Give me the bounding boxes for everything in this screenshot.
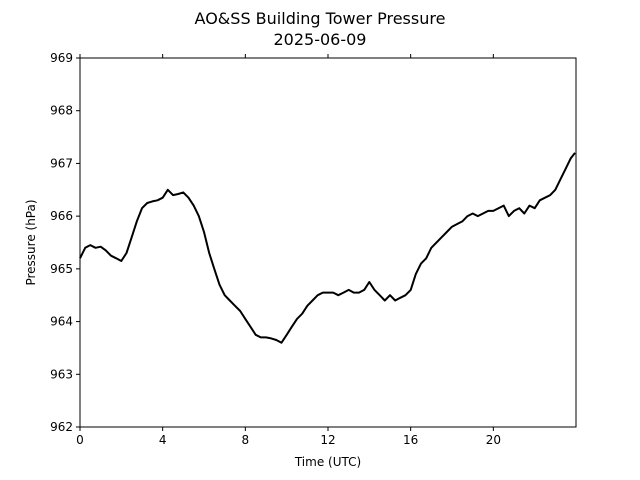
- plot-area-frame: [79, 57, 577, 428]
- pressure-series-line: [79, 152, 576, 344]
- x-tick-label: 12: [320, 433, 335, 447]
- chart-subtitle: 2025-06-09: [274, 30, 367, 49]
- x-tick-label: 8: [242, 433, 250, 447]
- y-tick-label: 962: [50, 420, 73, 434]
- x-tick-label: 4: [159, 433, 167, 447]
- chart-title: AO&SS Building Tower Pressure: [195, 9, 446, 28]
- x-axis-label: Time (UTC): [294, 455, 361, 469]
- y-axis-ticks: 962 963 964 965 966 967 968 969: [50, 51, 80, 434]
- y-tick-label: 963: [50, 367, 73, 381]
- y-tick-label: 964: [50, 315, 73, 329]
- x-tick-label: 20: [486, 433, 501, 447]
- y-tick-label: 968: [50, 104, 73, 118]
- x-axis-ticks: 0 4 8 12 16 20: [76, 54, 501, 447]
- y-axis-label: Pressure (hPa): [24, 199, 38, 285]
- y-tick-label: 967: [50, 156, 73, 170]
- y-tick-label: 966: [50, 209, 73, 223]
- x-tick-label: 16: [403, 433, 418, 447]
- y-tick-label: 969: [50, 51, 73, 65]
- x-tick-label: 0: [76, 433, 84, 447]
- y-tick-label: 965: [50, 262, 73, 276]
